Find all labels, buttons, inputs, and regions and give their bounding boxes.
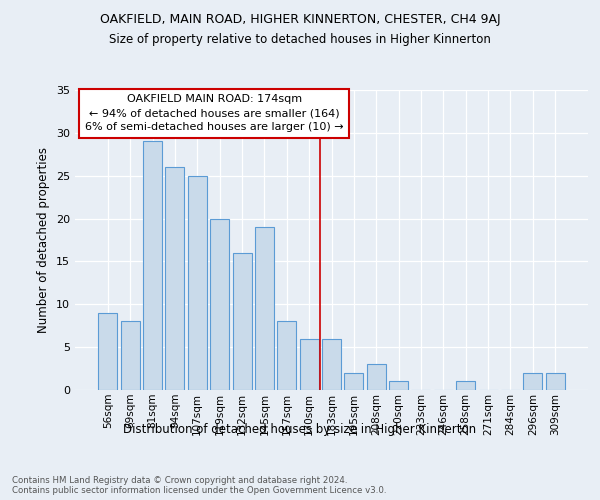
- Text: Distribution of detached houses by size in Higher Kinnerton: Distribution of detached houses by size …: [124, 422, 476, 436]
- Bar: [456, 382, 475, 390]
- Bar: [322, 338, 341, 390]
- Bar: [367, 364, 386, 390]
- Bar: [233, 253, 251, 390]
- Bar: [210, 218, 229, 390]
- Bar: [188, 176, 207, 390]
- Bar: [143, 142, 162, 390]
- Text: Contains HM Land Registry data © Crown copyright and database right 2024.
Contai: Contains HM Land Registry data © Crown c…: [12, 476, 386, 495]
- Bar: [545, 373, 565, 390]
- Bar: [389, 382, 408, 390]
- Bar: [98, 313, 118, 390]
- Bar: [277, 322, 296, 390]
- Bar: [166, 167, 184, 390]
- Bar: [255, 227, 274, 390]
- Text: OAKFIELD, MAIN ROAD, HIGHER KINNERTON, CHESTER, CH4 9AJ: OAKFIELD, MAIN ROAD, HIGHER KINNERTON, C…: [100, 12, 500, 26]
- Text: OAKFIELD MAIN ROAD: 174sqm
← 94% of detached houses are smaller (164)
6% of semi: OAKFIELD MAIN ROAD: 174sqm ← 94% of deta…: [85, 94, 343, 132]
- Bar: [344, 373, 364, 390]
- Bar: [121, 322, 140, 390]
- Bar: [523, 373, 542, 390]
- Y-axis label: Number of detached properties: Number of detached properties: [37, 147, 50, 333]
- Text: Size of property relative to detached houses in Higher Kinnerton: Size of property relative to detached ho…: [109, 32, 491, 46]
- Bar: [299, 338, 319, 390]
